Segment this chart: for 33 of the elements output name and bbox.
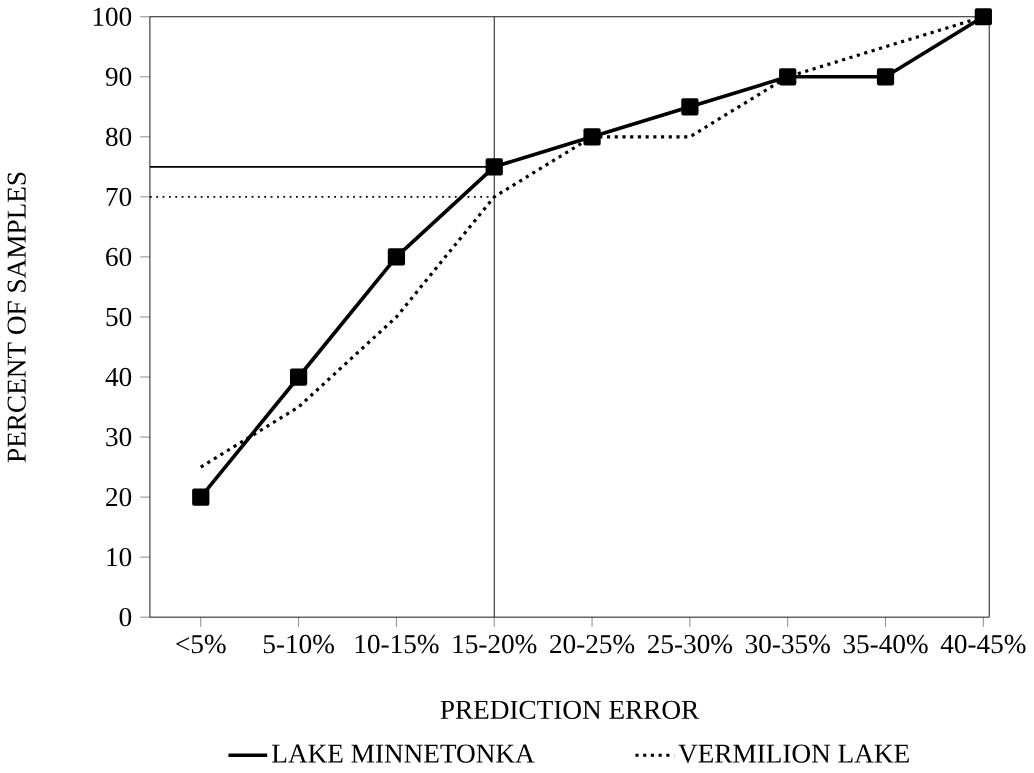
y-tick-label: 90 [105,67,132,87]
x-tick-label: 25-30% [647,634,733,654]
y-tick-label: 70 [106,187,132,207]
y-tick-label: 20 [106,488,132,507]
legend-label: VERMILION LAKE [678,744,909,764]
x-tick-label: 20-25% [550,634,635,654]
point [876,68,895,86]
y-tick-label: 40 [105,367,132,387]
point [192,488,210,506]
y-tick-label: 60 [106,247,132,267]
point [289,368,308,386]
y-tick-label: 50 [106,307,132,327]
x-tick-label: 30-35% [745,634,830,654]
y-tick-label: 100 [93,7,132,27]
point [779,68,797,86]
x-tick-label: <5% [176,634,226,654]
y-tick-label: 30 [106,427,132,447]
x-tick-label: 35-40% [843,634,928,654]
x-axis-title: PREDICTION ERROR [440,700,700,720]
y-tick-label: 10 [107,548,132,567]
x-tick-label: 5-10% [263,634,334,654]
legend-label: LAKE MINNETONKA [272,744,535,763]
y-tick-label: 80 [106,127,132,147]
point [485,158,503,176]
y-tick-label: 0 [119,608,132,627]
x-tick-label: 15-20% [453,634,537,654]
point [387,248,406,266]
x-tick-label: 10-15% [355,634,439,654]
x-tick-label: 40-45% [940,634,1026,654]
point [681,98,699,116]
y-axis-title: PERCENT OF SAMPLES [7,172,26,463]
point [974,8,992,26]
point [583,128,601,146]
